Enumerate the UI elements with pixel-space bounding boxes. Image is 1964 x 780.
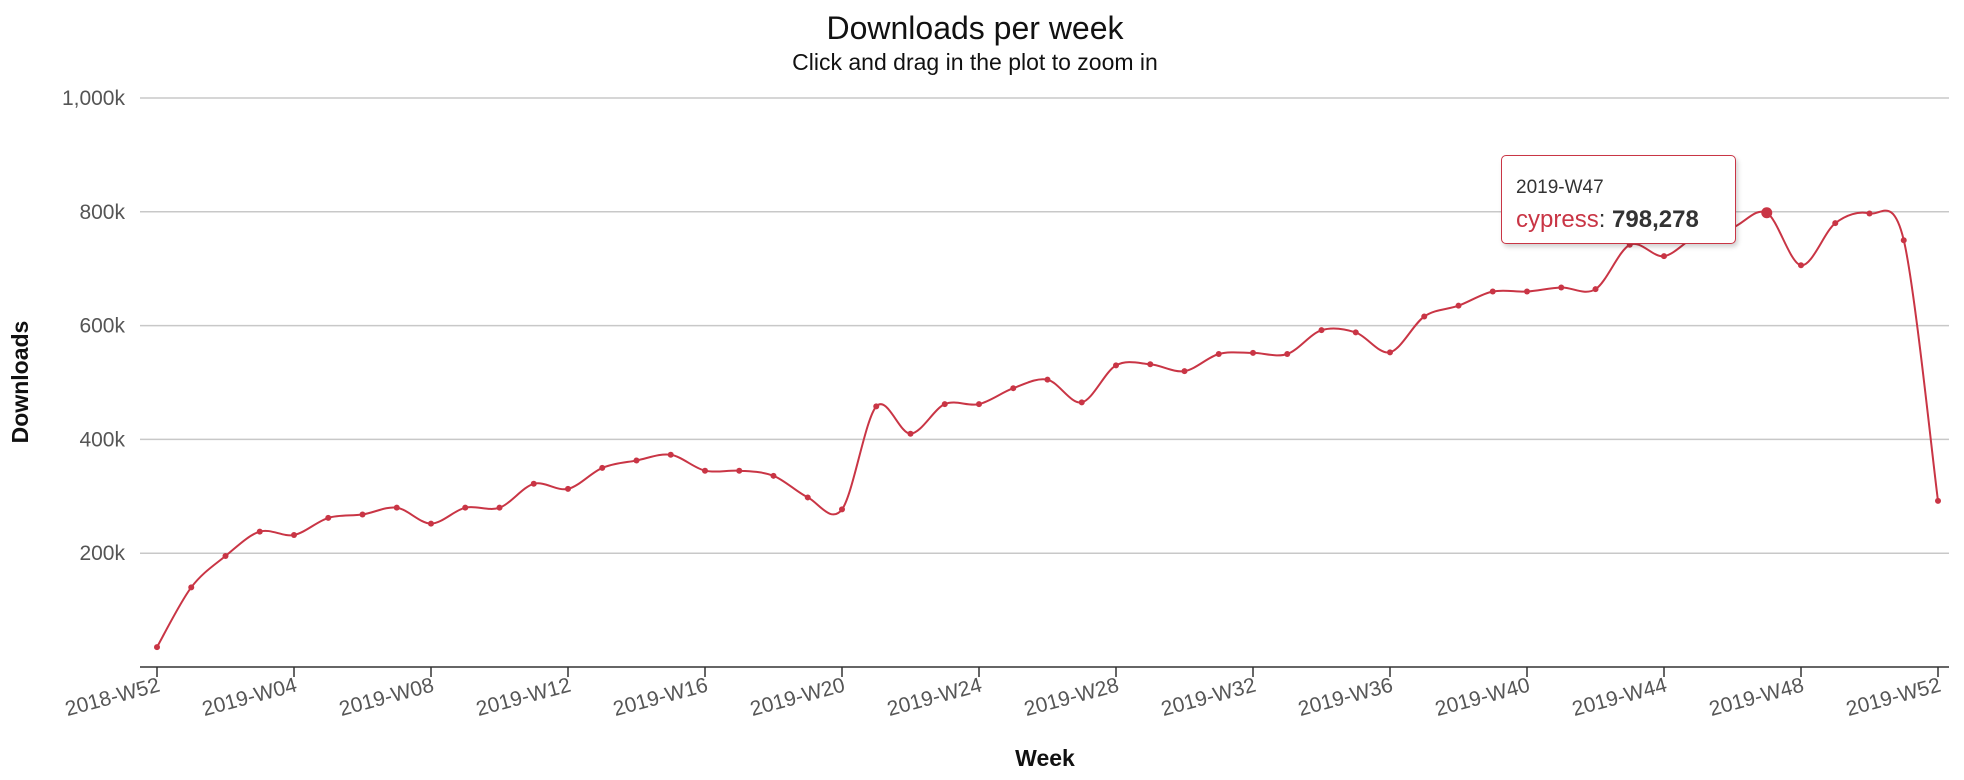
data-point[interactable] (770, 472, 777, 479)
x-tick-label: 2019-W24 (885, 674, 985, 721)
x-tick-label: 2019-W16 (611, 674, 711, 721)
data-point[interactable] (1832, 220, 1839, 227)
data-point[interactable] (1524, 288, 1530, 295)
data-point[interactable] (1489, 288, 1496, 295)
data-point[interactable] (188, 584, 195, 591)
y-axis-title: Downloads (7, 321, 33, 444)
data-point[interactable] (256, 528, 263, 535)
tooltip-header: 2019-W47 (1516, 177, 1604, 198)
tooltip-separator: : (1598, 206, 1606, 233)
y-tick-label: 1,000k (62, 87, 126, 110)
data-point[interactable] (736, 467, 743, 474)
data-point[interactable] (530, 480, 537, 487)
y-tick-label: 400k (79, 428, 125, 451)
data-point[interactable] (1387, 349, 1393, 356)
data-point[interactable] (1352, 329, 1359, 336)
x-tick-label: 2019-W52 (1844, 674, 1944, 721)
tooltip-line: cypress: 798,278 (1516, 203, 1721, 237)
tooltip: 2019-W47 cypress: 798,278 (1501, 155, 1736, 244)
x-tick-label: 2019-W28 (1022, 674, 1122, 721)
data-point[interactable] (1044, 376, 1051, 383)
x-tick-label: 2019-W04 (200, 674, 300, 721)
data-point[interactable] (462, 504, 469, 511)
data-point[interactable] (907, 430, 914, 437)
data-point[interactable] (599, 464, 606, 471)
data-point[interactable] (565, 485, 571, 492)
data-point[interactable] (1455, 302, 1462, 309)
x-tick-label: 2019-W12 (474, 674, 574, 721)
data-point[interactable] (1113, 362, 1119, 369)
x-tick-label: 2019-W48 (1707, 674, 1807, 721)
data-point[interactable] (839, 506, 845, 513)
x-tick-label: 2019-W44 (1570, 674, 1670, 721)
x-tick-label: 2019-W40 (1433, 674, 1533, 721)
data-point[interactable] (1592, 286, 1599, 293)
data-point[interactable] (1078, 399, 1085, 406)
series-points (154, 207, 1941, 651)
data-point[interactable] (1558, 284, 1565, 291)
data-point[interactable] (667, 451, 674, 458)
tooltip-value: 798,278 (1612, 206, 1699, 233)
tooltip-series-name: cypress (1516, 206, 1599, 233)
data-point[interactable] (393, 504, 400, 511)
data-point[interactable] (1661, 253, 1667, 260)
data-point[interactable] (1421, 313, 1428, 320)
chart-title: Downloads per week (826, 10, 1124, 46)
x-axis-ticks: 2018-W52 2019-W04 2019-W08 2019-W12 2019-W16… (63, 667, 1944, 721)
data-point[interactable] (976, 401, 982, 408)
x-tick-label: 2019-W08 (337, 674, 437, 721)
data-point[interactable] (1761, 207, 1773, 219)
data-point[interactable] (222, 553, 229, 560)
data-point[interactable] (1215, 351, 1222, 358)
data-point[interactable] (428, 520, 434, 527)
y-tick-label: 200k (79, 542, 125, 565)
data-point[interactable] (1866, 210, 1873, 217)
data-point[interactable] (1250, 349, 1256, 356)
data-point[interactable] (291, 531, 297, 538)
data-point[interactable] (1318, 327, 1325, 334)
data-point[interactable] (1010, 385, 1017, 392)
data-point[interactable] (941, 401, 948, 408)
data-point[interactable] (804, 494, 811, 501)
series-line-cypress (156, 209, 1939, 648)
data-point[interactable] (1798, 262, 1804, 269)
x-tick-label: 2019-W20 (748, 674, 848, 721)
data-point[interactable] (325, 514, 332, 521)
data-point[interactable] (1900, 237, 1907, 244)
chart-subtitle: Click and drag in the plot to zoom in (792, 49, 1158, 75)
x-tick-label: 2019-W36 (1296, 674, 1396, 721)
data-point[interactable] (1181, 368, 1188, 375)
y-tick-label: 800k (79, 201, 125, 224)
data-point[interactable] (702, 467, 708, 474)
data-point[interactable] (1284, 351, 1291, 358)
data-point[interactable] (154, 644, 160, 651)
x-tick-label: 2018-W52 (63, 674, 163, 721)
y-axis-ticks: 200k 400k 600k 800k 1,000k (62, 87, 126, 565)
data-point[interactable] (873, 403, 880, 410)
data-point[interactable] (633, 457, 640, 464)
data-point[interactable] (359, 511, 366, 518)
x-tick-label: 2019-W32 (1159, 674, 1259, 721)
data-point[interactable] (1935, 497, 1941, 504)
data-point[interactable] (1147, 361, 1154, 368)
x-axis-title: Week (1015, 745, 1075, 771)
data-point[interactable] (496, 504, 503, 511)
y-tick-label: 600k (79, 315, 125, 338)
